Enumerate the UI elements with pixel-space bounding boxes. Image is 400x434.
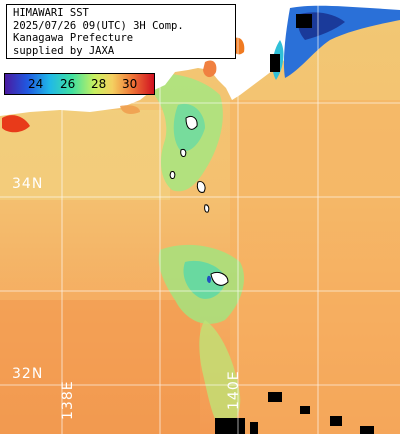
title-box: HIMAWARI SST 2025/07/26 09(UTC) 3H Comp.… bbox=[6, 4, 236, 59]
island-niijima bbox=[169, 171, 176, 179]
colorbar: 24 26 28 30 bbox=[4, 73, 155, 95]
coast-fringe-sagami bbox=[203, 60, 217, 78]
cool-plume-south bbox=[199, 320, 241, 430]
sea-warm-east bbox=[230, 100, 400, 434]
title-line-1: HIMAWARI SST bbox=[13, 7, 89, 19]
lon-label-140e: 140E bbox=[226, 370, 242, 410]
title-line-3: Kanagawa Prefecture bbox=[13, 32, 134, 44]
missing-data-s4 bbox=[330, 416, 342, 426]
missing-data-s6 bbox=[250, 422, 258, 434]
island-kozushima bbox=[204, 204, 210, 213]
lat-label-32n: 32N bbox=[12, 366, 44, 382]
colorbar-label-26: 26 bbox=[60, 77, 76, 91]
coast-fringe-izu bbox=[120, 105, 140, 114]
colorbar-label-28: 28 bbox=[91, 77, 107, 91]
missing-data-s5 bbox=[360, 426, 374, 434]
colorbar-label-30: 30 bbox=[122, 77, 138, 91]
coast-red-west bbox=[2, 115, 30, 133]
title-line-4: supplied by JAXA bbox=[13, 44, 115, 57]
island-miyakejima bbox=[210, 271, 229, 286]
colorbar-label-24: 24 bbox=[28, 77, 44, 91]
island-mikurajima bbox=[206, 275, 212, 283]
lon-label-138e: 138E bbox=[60, 380, 76, 420]
title-line-2: 2025/07/26 09(UTC) 3H Comp. bbox=[13, 19, 184, 32]
island-toshima bbox=[180, 149, 187, 157]
missing-data-s1 bbox=[215, 418, 245, 434]
missing-data-s3 bbox=[300, 406, 310, 414]
cool-plume-mid-core bbox=[183, 260, 226, 299]
lat-label-34n: 34N bbox=[12, 176, 44, 192]
missing-data-ne bbox=[296, 14, 312, 28]
colorbar-gradient bbox=[5, 74, 154, 94]
sea-warm-sw bbox=[0, 300, 200, 434]
island-oshima bbox=[185, 115, 198, 130]
island-shikinejima bbox=[196, 181, 206, 193]
missing-data-s2 bbox=[268, 392, 282, 402]
missing-data-ne-2 bbox=[270, 54, 280, 72]
